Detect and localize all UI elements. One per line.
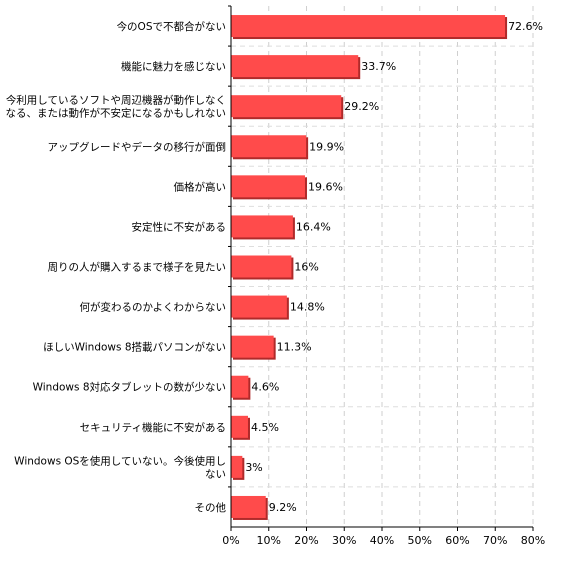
category-label: アップグレードやデータの移行が面倒 — [48, 140, 227, 153]
bar — [231, 375, 249, 398]
value-label: 72.6% — [508, 20, 543, 33]
value-label: 3% — [245, 461, 262, 474]
bar — [231, 175, 305, 198]
gridlines — [231, 6, 534, 527]
x-tick-label: 40% — [370, 534, 394, 547]
value-label: 11.3% — [277, 341, 312, 354]
x-tick-label: 80% — [521, 534, 545, 547]
bar — [231, 95, 342, 118]
value-label: 4.5% — [251, 421, 279, 434]
category-label: Windows 8対応タブレットの数が少ない — [33, 381, 226, 394]
bar — [231, 455, 243, 478]
x-tick-label: 20% — [294, 534, 318, 547]
x-tick-label: 50% — [408, 534, 432, 547]
category-label: セキュリティ機能に不安がある — [80, 421, 226, 434]
category-label: 機能に魅力を感じない — [121, 60, 226, 73]
labels: 72.6% 今のOSで不都合がない 33.7% 機能に魅力を感じない 29.2% 今利用し… — [6, 20, 546, 547]
bar — [231, 255, 292, 278]
value-label: 16.4% — [296, 220, 331, 233]
bar — [231, 295, 287, 318]
value-label: 9.2% — [269, 501, 297, 514]
value-label: 33.7% — [361, 60, 396, 73]
bar — [231, 335, 274, 358]
value-label: 19.6% — [308, 180, 343, 193]
x-tick-label: 60% — [445, 534, 469, 547]
category-label: 周りの人が購入するまで様子を見たい — [48, 261, 227, 274]
x-tick-label: 0% — [222, 534, 239, 547]
bar — [231, 415, 248, 438]
value-label: 14.8% — [290, 301, 325, 314]
category-label: その他 — [195, 501, 227, 514]
bars — [231, 15, 508, 520]
category-label: 今のOSで不都合がない — [117, 20, 226, 33]
category-label: 何が変わるのかよくわからない — [80, 301, 226, 314]
category-label: 安定性に不安がある — [132, 220, 227, 233]
x-tick-label: 70% — [483, 534, 507, 547]
value-label: 29.2% — [344, 100, 379, 113]
bar — [231, 15, 506, 38]
value-label: 4.6% — [251, 381, 279, 394]
category-label: ない — [205, 468, 226, 480]
category-label: ほしいWindows 8搭載パソコンがない — [43, 341, 226, 354]
category-label: 価格が高い — [174, 180, 227, 193]
bar — [231, 215, 293, 238]
axes — [228, 5, 534, 531]
bar — [231, 495, 266, 518]
x-tick-label: 30% — [332, 534, 356, 547]
category-label: Windows OSを使用していない。今後使用し — [14, 454, 226, 467]
x-tick-label: 10% — [257, 534, 281, 547]
bar — [231, 135, 307, 158]
category-label: 今利用しているソフトや周辺機器が動作しなく — [6, 94, 226, 107]
category-label: なる、または動作が不安定になるかもしれない — [6, 107, 227, 120]
value-label: 16% — [294, 261, 318, 274]
bar — [231, 55, 359, 78]
value-label: 19.9% — [309, 140, 344, 153]
